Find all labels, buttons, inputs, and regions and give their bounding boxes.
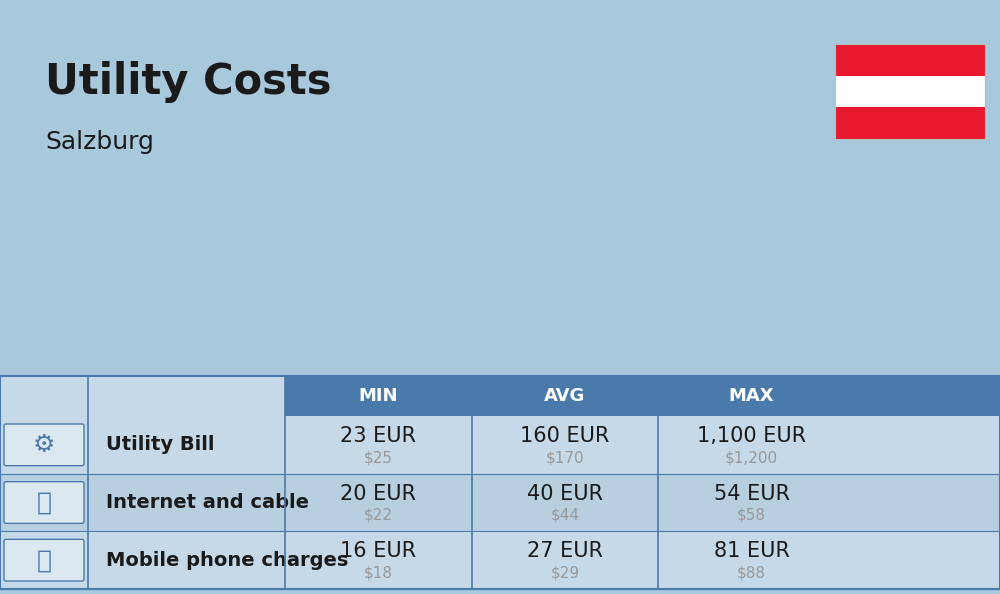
Text: $29: $29 [550,565,580,581]
FancyBboxPatch shape [658,376,845,416]
FancyBboxPatch shape [0,473,1000,532]
Text: $18: $18 [364,565,393,581]
Text: Internet and cable: Internet and cable [106,493,309,512]
Text: 1,100 EUR: 1,100 EUR [697,426,806,446]
Text: Salzburg: Salzburg [45,130,154,154]
Text: $58: $58 [737,508,766,523]
Text: $44: $44 [550,508,580,523]
Text: Utility Costs: Utility Costs [45,61,332,103]
Text: 23 EUR: 23 EUR [340,426,416,446]
FancyBboxPatch shape [835,108,985,139]
FancyBboxPatch shape [4,424,84,466]
Text: 16 EUR: 16 EUR [340,541,417,561]
Text: 📶: 📶 [36,491,52,514]
FancyBboxPatch shape [0,376,88,416]
FancyBboxPatch shape [835,44,985,75]
Text: Mobile phone charges: Mobile phone charges [106,551,348,570]
Text: 160 EUR: 160 EUR [520,426,610,446]
Text: $22: $22 [364,508,393,523]
FancyBboxPatch shape [4,482,84,523]
Text: $170: $170 [546,450,584,465]
Text: 54 EUR: 54 EUR [714,484,790,504]
Text: 40 EUR: 40 EUR [527,484,603,504]
Text: ⚙: ⚙ [33,433,55,457]
Text: $25: $25 [364,450,393,465]
FancyBboxPatch shape [835,75,985,108]
FancyBboxPatch shape [0,416,1000,473]
Text: MIN: MIN [359,387,398,405]
FancyBboxPatch shape [285,376,472,416]
Text: 81 EUR: 81 EUR [714,541,789,561]
FancyBboxPatch shape [88,376,285,416]
Text: Utility Bill: Utility Bill [106,435,214,454]
Text: 📱: 📱 [36,548,52,572]
Text: $88: $88 [737,565,766,581]
Text: AVG: AVG [544,387,586,405]
FancyBboxPatch shape [4,539,84,581]
Text: $1,200: $1,200 [725,450,778,465]
FancyBboxPatch shape [472,376,658,416]
Text: MAX: MAX [729,387,774,405]
Text: 20 EUR: 20 EUR [340,484,416,504]
FancyBboxPatch shape [0,532,1000,589]
FancyBboxPatch shape [845,376,1000,416]
Text: 27 EUR: 27 EUR [527,541,603,561]
